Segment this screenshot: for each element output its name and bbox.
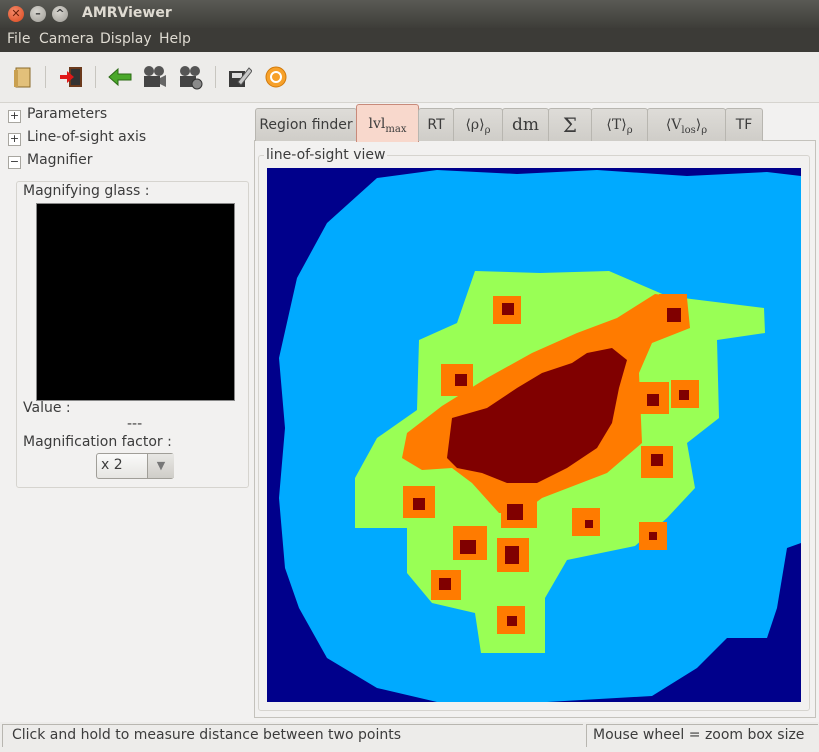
tab-label-sub: ρ [701,124,708,136]
magnification-factor-value: x 2 [101,457,123,473]
chevron-down-icon[interactable]: ▼ [147,454,174,478]
window-title: AMRViewer [82,5,172,21]
tab-label-sub: max [385,123,407,135]
close-icon[interactable]: ✕ [8,6,24,22]
tab-label-sub: ρ [626,124,633,136]
tab-label: lvl [368,116,386,132]
tab-temperature[interactable]: ⟨T⟩ρ [591,108,648,141]
save-edit-icon[interactable] [226,64,253,90]
tab-label: ⟨ρ⟩ [465,117,485,133]
tree-label: Line-of-sight axis [27,129,147,145]
toolbar [0,52,819,103]
tab-label: dm [511,115,539,135]
expand-plus-icon[interactable]: + [8,109,21,123]
tree-label: Parameters [27,106,108,122]
status-hint: Mouse wheel = zoom box size [593,727,805,743]
tab-sigma[interactable]: Σ [548,108,592,141]
exit-icon[interactable] [58,64,84,90]
expand-plus-icon[interactable]: + [8,132,21,146]
title-bar: ✕ – ^ AMRViewer [0,0,819,28]
level-4-blobs [413,303,689,626]
menu-display[interactable]: Display [100,31,152,47]
menu-bar: File Camera Display Help [0,28,819,52]
tab-tf[interactable]: TF [725,108,763,141]
tab-label: Region finder [259,117,353,133]
tab-label: ⟩ [695,117,702,133]
open-file-icon[interactable] [10,64,36,90]
camera-settings-icon[interactable] [177,64,203,90]
magnification-factor-select[interactable]: x 2 ▼ [96,453,174,479]
amr-level-map[interactable] [267,168,801,702]
tab-rho[interactable]: ⟨ρ⟩ρ [453,108,503,141]
tab-label: Σ [562,113,578,137]
status-pane-right: Mouse wheel = zoom box size [586,724,818,747]
value-readout: --- [127,416,143,432]
tab-dm[interactable]: dm [502,108,549,141]
menu-help[interactable]: Help [159,31,191,47]
line-of-sight-label: line-of-sight view [264,147,388,163]
status-pane-left: Click and hold to measure distance betwe… [2,724,583,747]
menu-camera[interactable]: Camera [39,31,94,47]
magnifier-panel [16,181,249,488]
status-message: Click and hold to measure distance betwe… [12,727,401,743]
line-of-sight-frame [258,155,810,711]
camera-record-icon[interactable] [141,64,167,90]
tab-label: RT [427,117,445,133]
tab-lvl-max[interactable]: lvlmax [356,104,419,142]
tab-label-sub: los [681,124,696,136]
toolbar-separator [95,66,96,88]
tab-label: TF [735,117,753,133]
tab-rt[interactable]: RT [418,108,454,141]
value-label: Value : [23,400,71,416]
status-bar: Click and hold to measure distance betwe… [0,722,819,752]
back-arrow-icon[interactable] [107,64,133,90]
tab-vlos[interactable]: ⟨Vlos⟩ρ [647,108,726,141]
collapse-minus-icon[interactable]: − [8,155,21,169]
toolbar-separator [45,66,46,88]
magnifying-glass-label: Magnifying glass : [23,183,150,199]
tab-label: ⟨T⟩ [606,117,627,133]
magnifying-glass-view [36,203,235,401]
menu-file[interactable]: File [7,31,31,47]
refresh-icon[interactable] [263,64,289,90]
toolbar-separator [215,66,216,88]
tree-label: Magnifier [27,152,93,168]
tab-region-finder[interactable]: Region finder [255,108,357,141]
tab-label-sub: ρ [484,124,491,136]
minimize-icon[interactable]: – [30,6,46,22]
magnification-factor-label: Magnification factor : [23,434,172,450]
tab-label: ⟨V [665,117,682,133]
maximize-icon[interactable]: ^ [52,6,68,22]
